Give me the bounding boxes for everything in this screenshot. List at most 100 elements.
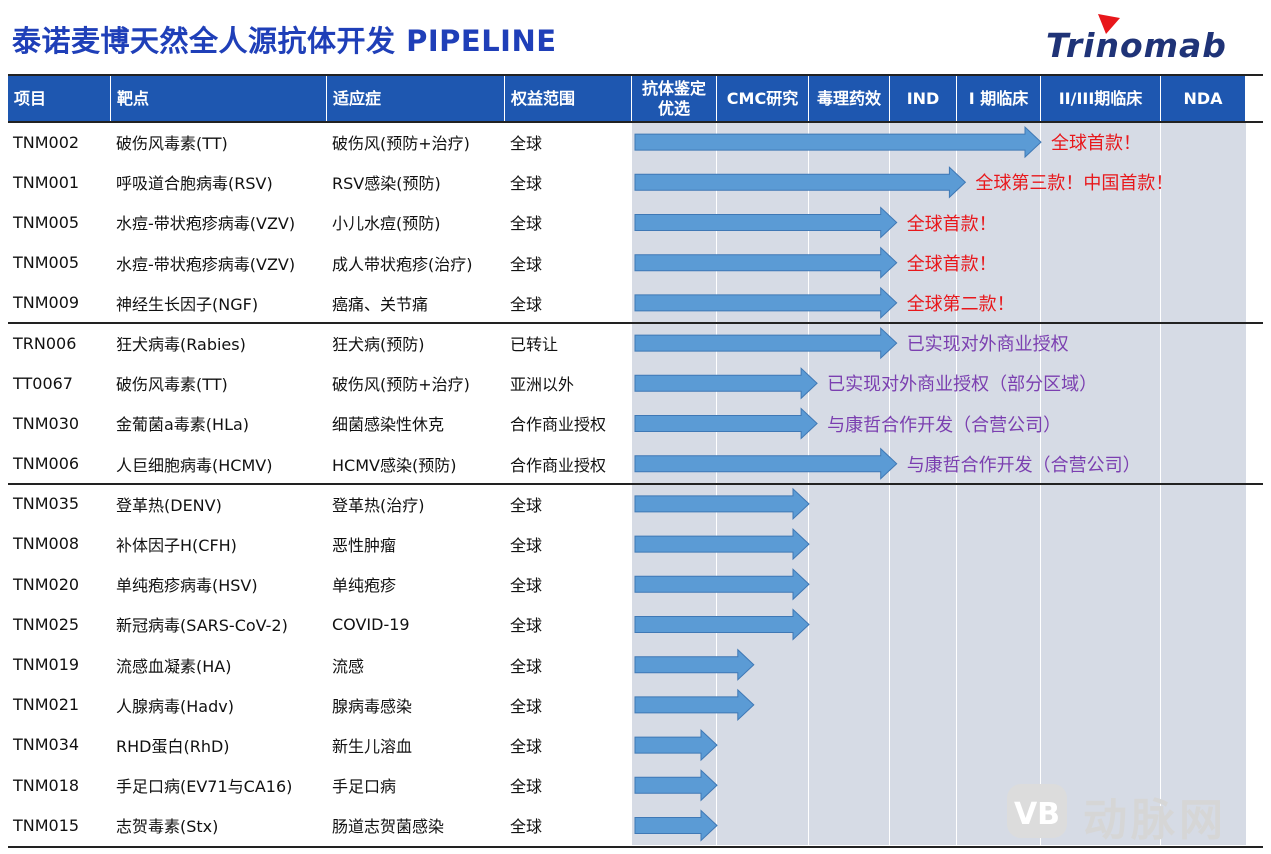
cell-project: TNM025	[13, 614, 80, 634]
stage-cell	[632, 202, 717, 243]
stage-cell	[1041, 684, 1161, 725]
stage-cell	[957, 684, 1041, 725]
stage-cell	[632, 604, 717, 645]
watermark-logo-icon: VB	[1007, 784, 1067, 838]
stage-cell	[809, 724, 890, 765]
stage-cell	[809, 403, 890, 444]
page-title: 泰诺麦博天然全人源抗体开发 PIPELINE	[12, 24, 557, 58]
stage-cell	[809, 122, 890, 163]
stage-cell	[717, 564, 809, 605]
cell-project: TNM021	[13, 695, 80, 715]
stage-cell	[1161, 684, 1246, 725]
row-group-divider	[8, 322, 1263, 324]
cell-indication: 腺病毒感染	[332, 696, 413, 716]
cell-target: 人腺病毒(Hadv)	[116, 696, 234, 716]
cell-rights: 合作商业授权	[510, 455, 607, 475]
row-group-divider	[8, 121, 1263, 123]
stage-cell	[890, 604, 957, 645]
stage-cell	[809, 443, 890, 484]
stage-cell	[809, 684, 890, 725]
stage-cell	[717, 805, 809, 846]
cell-rights: 亚洲以外	[510, 375, 575, 395]
cell-target: 手足口病(EV71与CA16)	[116, 777, 293, 797]
stage-cell	[717, 483, 809, 524]
cell-rights: 全球	[510, 817, 543, 837]
cell-project: TNM020	[13, 574, 80, 594]
stage-cell	[1041, 644, 1161, 685]
stage-cell	[1041, 443, 1161, 484]
stage-cell	[632, 684, 717, 725]
logo-text: Trinomab	[1046, 26, 1227, 65]
cell-rights: 全球	[510, 736, 543, 756]
cell-project: TNM035	[13, 494, 80, 514]
cell-target: 神经生长因子(NGF)	[116, 294, 259, 314]
watermark: VB 动脉网	[1005, 782, 1265, 846]
stage-cell	[1041, 483, 1161, 524]
cell-indication: RSV感染(预防)	[332, 174, 441, 194]
cell-project: TNM002	[13, 132, 80, 152]
cell-rights: 合作商业授权	[510, 415, 607, 435]
cell-project: TNM030	[13, 413, 80, 433]
stage-cell	[809, 282, 890, 323]
stage-cell	[717, 765, 809, 806]
cell-indication: 破伤风(预防+治疗)	[332, 134, 470, 154]
cell-project: TNM005	[13, 212, 80, 232]
header-rights: 权益范围	[505, 75, 632, 122]
stage-cell	[1041, 604, 1161, 645]
stage-cell	[890, 644, 957, 685]
cell-target: 新冠病毒(SARS-CoV-2)	[116, 616, 288, 636]
stage-cell	[717, 724, 809, 765]
cell-indication: 细菌感染性休克	[332, 415, 445, 435]
stage-cell	[890, 564, 957, 605]
cell-project: TNM009	[13, 293, 80, 313]
header-project: 项目	[8, 75, 111, 122]
stage-cell	[717, 322, 809, 364]
cell-target: 水痘-带状疱疹病毒(VZV)	[116, 214, 296, 234]
stage-cell	[632, 644, 717, 685]
cell-project: TRN006	[13, 333, 77, 353]
stage-cell	[1041, 242, 1161, 283]
stage-cell	[1041, 403, 1161, 444]
stage-cell	[890, 765, 957, 806]
cell-rights: 全球	[510, 696, 543, 716]
stage-cell	[809, 363, 890, 404]
cell-project: TNM005	[13, 253, 80, 273]
stage-cell	[1161, 162, 1246, 203]
cell-target: 狂犬病毒(Rabies)	[116, 335, 246, 355]
stage-cell	[957, 443, 1041, 484]
header-stage-phase23: II/III期临床	[1041, 75, 1161, 122]
cell-target: 破伤风毒素(TT)	[116, 375, 228, 395]
stage-cell	[632, 242, 717, 283]
row-group-divider	[8, 845, 1263, 848]
header-stage-nda: NDA	[1161, 75, 1246, 122]
cell-rights: 全球	[510, 214, 543, 234]
cell-indication: 手足口病	[332, 777, 397, 797]
stage-cell	[957, 724, 1041, 765]
stage-cell	[809, 523, 890, 565]
cell-target: 补体因子H(CFH)	[116, 535, 237, 555]
stage-cell	[890, 202, 957, 243]
stage-cell	[957, 604, 1041, 645]
cell-target: RHD蛋白(RhD)	[116, 736, 230, 756]
stage-cell	[957, 523, 1041, 565]
cell-indication: 恶性肿瘤	[332, 535, 397, 555]
cell-project: TNM034	[13, 735, 80, 755]
stage-cell	[957, 202, 1041, 243]
stage-cell	[890, 724, 957, 765]
cell-indication: 新生儿溶血	[332, 736, 413, 756]
stage-cell	[717, 443, 809, 484]
stage-cell	[809, 604, 890, 645]
stage-cell	[717, 523, 809, 565]
stage-cell	[717, 644, 809, 685]
stage-cell	[809, 202, 890, 243]
cell-project: TNM015	[13, 815, 80, 835]
cell-indication: COVID-19	[332, 614, 410, 634]
stage-cell	[890, 805, 957, 846]
cell-indication: 破伤风(预防+治疗)	[332, 375, 470, 395]
stage-cell	[1161, 644, 1246, 685]
stage-cell	[632, 403, 717, 444]
stage-cell	[1041, 523, 1161, 565]
row-group-divider	[8, 482, 1263, 485]
cell-target: 人巨细胞病毒(HCMV)	[116, 455, 273, 475]
stage-cell	[717, 202, 809, 243]
